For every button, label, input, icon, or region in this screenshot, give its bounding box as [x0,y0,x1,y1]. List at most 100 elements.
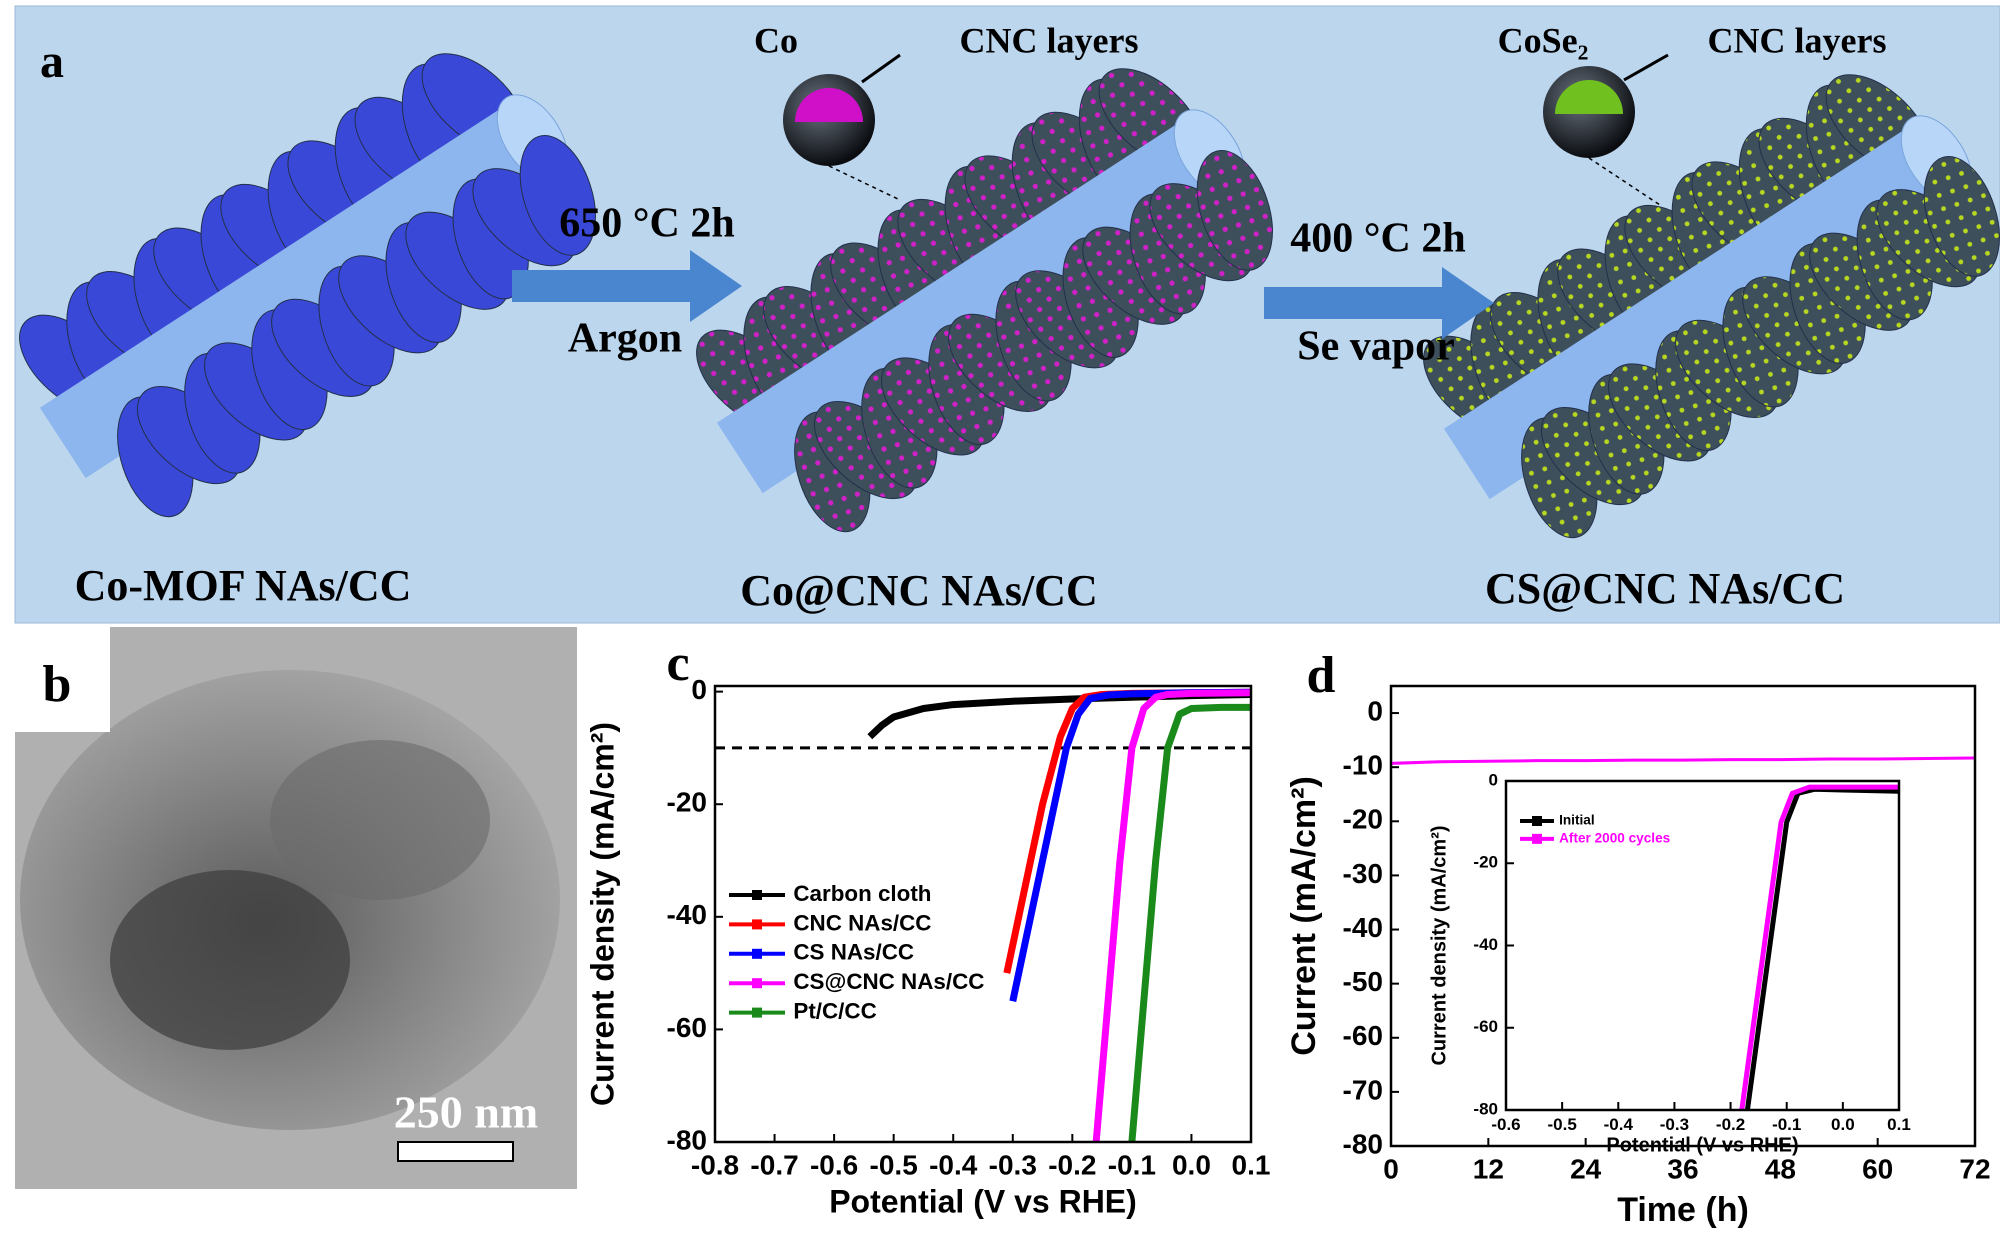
step-condition: 650 °C 2h [559,201,735,247]
y-tick-label: -40 [667,899,707,930]
schematic [19,53,2000,539]
legend-marker [752,1007,762,1018]
legend-label: CNC NAs/CC [793,910,931,935]
core [795,88,863,122]
y-axis-title: Current density (mA/cm²) [584,722,620,1106]
x-tick-label: -0.6 [810,1150,858,1181]
inset-background [1506,781,1899,1110]
fan [1923,155,2000,277]
x-tick-label: 24 [1570,1154,1602,1185]
x-tick-label: 0.0 [1172,1150,1211,1181]
fan [519,134,596,256]
chart: 0 12 24 36 48 60 72 0 -10 -20 -30 -40 -50 -60 -70 -80 Ti… [1285,647,1991,1229]
fan [1196,149,1273,271]
legend-marker [1532,816,1542,826]
y-tick-label: -60 [1473,1017,1498,1036]
x-tick-label: -0.4 [1604,1115,1634,1134]
legend-label: Initial [1559,813,1595,828]
stage-label: Co-MOF NAs/CC [75,561,412,610]
x-tick-label: 0 [1383,1154,1399,1185]
x-tick-label: -0.7 [750,1150,798,1181]
x-tick-label: 60 [1862,1154,1893,1185]
y-tick-label: -80 [667,1124,707,1155]
x-tick-label: 0.1 [1887,1115,1911,1134]
scale-bar [397,1141,514,1162]
legend-marker [752,919,762,930]
stage-label: Co@CNC NAs/CC [740,566,1097,615]
x-axis-title: Potential (V vs RHE) [1606,1134,1798,1156]
y-tick-label: 0 [1489,770,1498,789]
x-tick-label: 0.1 [1232,1150,1271,1181]
rod-body [1443,123,1960,500]
legend-marker [752,978,762,989]
x-tick-label: -0.5 [870,1150,918,1181]
x-tick-label: -0.5 [1547,1115,1576,1134]
data-line [1739,784,1899,1111]
x-tick-label: 36 [1667,1154,1698,1185]
y-tick-label: -20 [667,787,707,818]
x-tick-label: -0.3 [989,1150,1037,1181]
x-tick-label: -0.6 [1491,1115,1520,1134]
y-tick-label: 0 [691,674,707,705]
callout-label: Co [754,20,798,60]
y-tick-label: 0 [1367,695,1383,726]
nanorod [1423,74,2000,539]
step-atmosphere: Argon [568,316,682,362]
x-tick-label: 0.0 [1831,1115,1855,1134]
tem-particle [110,870,350,1050]
plot-frame [1389,684,1977,1148]
y-tick-label: -20 [1343,804,1383,835]
scale-bar-label: 250 nm [394,1087,538,1138]
x-tick-label: -0.3 [1660,1115,1689,1134]
y-tick-label: -60 [1343,1020,1383,1051]
data-line [1003,688,1251,974]
data-line [1744,786,1899,1111]
x-tick-label: -0.1 [1772,1115,1801,1134]
legend-marker [752,890,762,900]
x-tick-label: -0.4 [929,1150,978,1181]
x-axis-title: Potential (V vs RHE) [829,1183,1137,1219]
y-tick-label: -30 [1343,858,1383,889]
rod-body [39,102,556,479]
step-condition: 400 °C 2h [1290,216,1466,262]
x-tick-label: -0.2 [1048,1150,1096,1181]
legend-label: CS NAs/CC [793,940,914,965]
data-line [1391,756,1975,765]
callout-label: CoSe₂ [1498,20,1589,60]
legend-marker [1532,833,1542,844]
y-axis-title: Current (mA/cm²) [1285,776,1323,1056]
data-line [1092,689,1251,1143]
nanorod [19,53,596,518]
x-tick-label: 48 [1765,1154,1796,1185]
legend-label: Pt/C/CC [793,999,876,1024]
panel-label: b [43,656,72,713]
legend-marker [752,948,762,959]
legend-label: Carbon cloth [793,881,931,906]
panel-label: a [40,35,64,88]
nanorod [696,68,1273,533]
x-tick-label: -0.1 [1108,1150,1156,1181]
label-box [15,627,110,732]
leader-line [861,53,901,84]
y-tick-label: -70 [1343,1074,1383,1105]
callout-label: CNC layers [960,20,1139,60]
y-tick-label: -50 [1343,966,1383,997]
y-tick-label: -80 [1343,1128,1383,1159]
y-tick-label: -20 [1473,853,1498,872]
y-tick-label: -40 [1473,935,1498,954]
plot-frame [1504,779,1901,1112]
chart: -0.6 -0.5 -0.4 -0.3 -0.2 -0.1 0.0 0.1 0 -20 -40 -60… [1428,770,1911,1156]
x-tick-label: -0.2 [1716,1115,1745,1134]
data-line [1128,703,1251,1143]
arrow [512,250,742,322]
x-tick-label: 72 [1959,1154,1990,1185]
arrow [1264,267,1494,339]
y-tick-label: -80 [1473,1099,1498,1118]
leader-line [1623,53,1669,82]
stage-label: CS@CNC NAs/CC [1485,564,1845,613]
x-axis-title: Time (h) [1617,1191,1749,1229]
y-tick-label: -40 [1343,912,1383,943]
y-axis-title: Current density (mA/cm²) [1428,825,1450,1065]
